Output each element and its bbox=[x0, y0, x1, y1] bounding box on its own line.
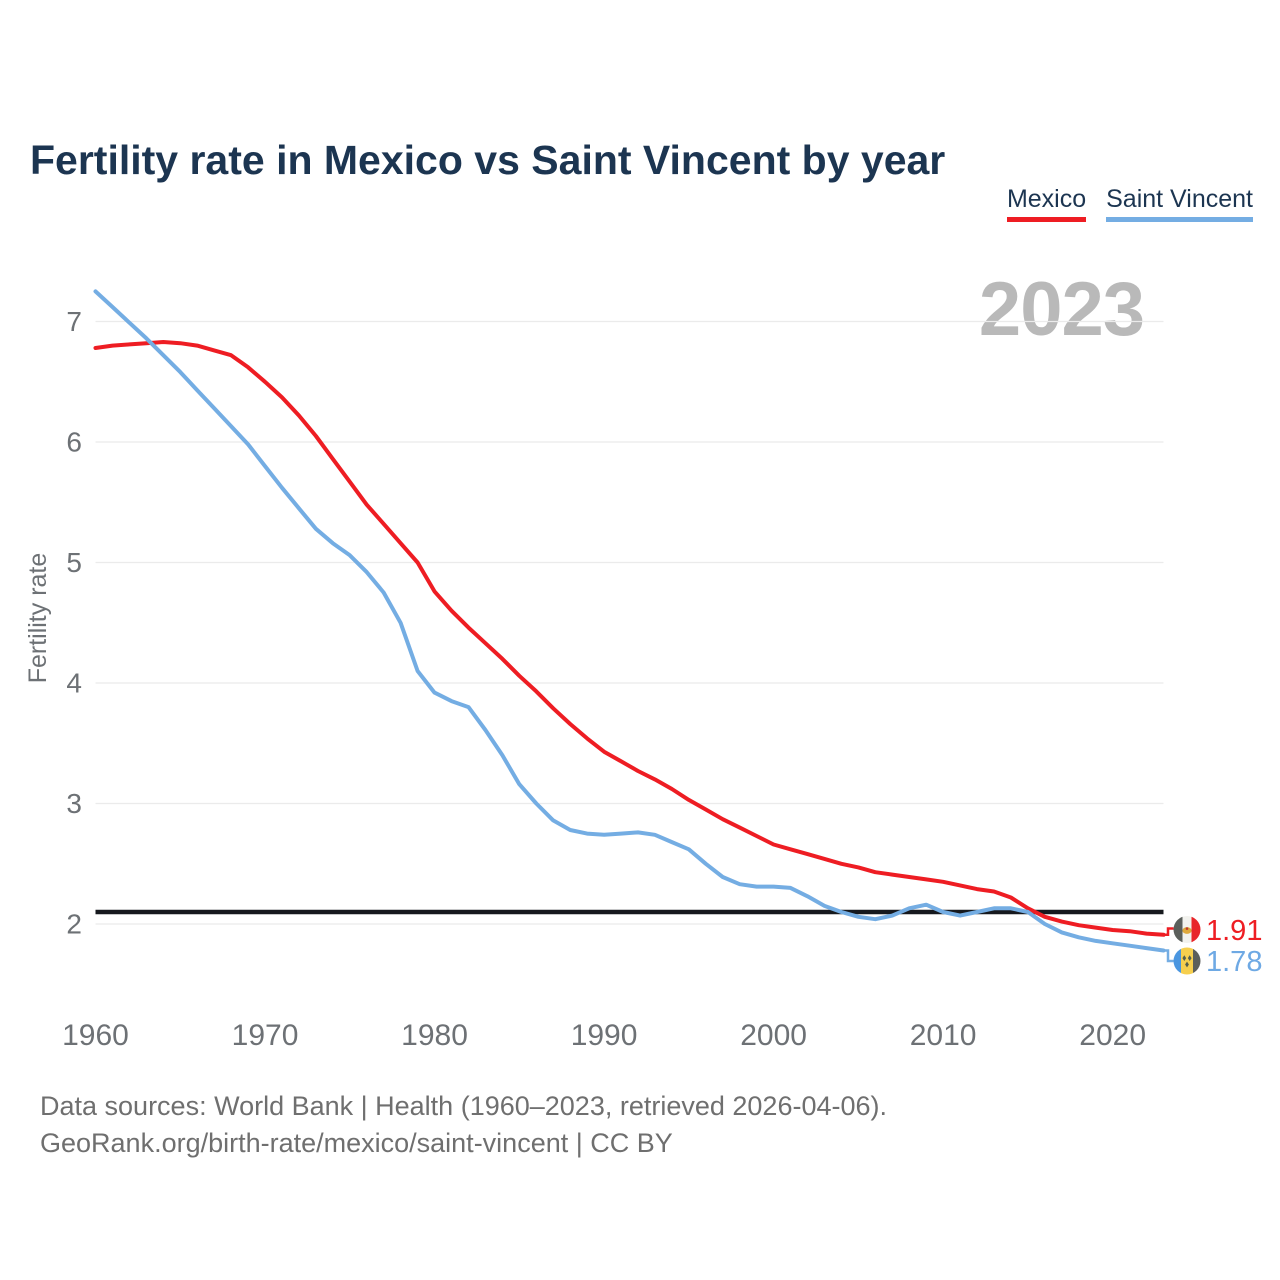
data-source-note: Data sources: World Bank | Health (1960–… bbox=[40, 1091, 887, 1121]
saint-vincent-line[interactable] bbox=[93, 289, 1166, 953]
y-tick-label: 7 bbox=[66, 306, 82, 337]
saint-vincent-leader-line bbox=[1163, 949, 1174, 963]
y-tick-label: 6 bbox=[66, 427, 82, 458]
x-tick-label: 1960 bbox=[62, 1019, 129, 1052]
mexico-final-value: 1.91 bbox=[1206, 915, 1262, 947]
legend-item-saint-vincent[interactable]: Saint Vincent bbox=[1106, 185, 1253, 222]
y-tick-label: 4 bbox=[66, 668, 82, 699]
mexico-line[interactable] bbox=[93, 340, 1166, 937]
y-axis-title: Fertility rate bbox=[24, 553, 52, 684]
y-tick-label: 2 bbox=[66, 909, 82, 940]
saint-vincent-flag-icon bbox=[1173, 947, 1201, 975]
gridlines bbox=[95, 320, 1164, 925]
x-tick-label: 1970 bbox=[232, 1019, 299, 1052]
legend-item-mexico[interactable]: Mexico bbox=[1006, 185, 1087, 222]
y-tick-label: 3 bbox=[66, 788, 82, 819]
footer: Data sources: World Bank | Health (1960–… bbox=[40, 1088, 887, 1162]
x-tick-label: 2020 bbox=[1079, 1019, 1146, 1052]
series-end-labels: 1.91 1.78 bbox=[1163, 915, 1262, 978]
y-axis-tick-labels: 7 6 5 4 3 2 bbox=[66, 306, 82, 940]
saint-vincent-final-value: 1.78 bbox=[1206, 946, 1262, 978]
attribution-note: GeoRank.org/birth-rate/mexico/saint-vinc… bbox=[40, 1128, 673, 1158]
x-axis-tick-labels: 1960 1970 1980 1990 2000 2010 2020 bbox=[62, 1019, 1146, 1052]
x-tick-label: 1990 bbox=[571, 1019, 638, 1052]
legend: Mexico Saint Vincent bbox=[1006, 185, 1253, 222]
mexico-flag-icon bbox=[1173, 916, 1201, 943]
mexico-leader-line bbox=[1163, 927, 1174, 937]
page-title: Fertility rate in Mexico vs Saint Vincen… bbox=[30, 137, 946, 184]
x-tick-label: 2010 bbox=[910, 1019, 977, 1052]
x-tick-label: 2000 bbox=[740, 1019, 807, 1052]
watermark-year: 2023 bbox=[978, 267, 1145, 352]
x-tick-label: 1980 bbox=[401, 1019, 468, 1052]
y-tick-label: 5 bbox=[66, 547, 82, 578]
